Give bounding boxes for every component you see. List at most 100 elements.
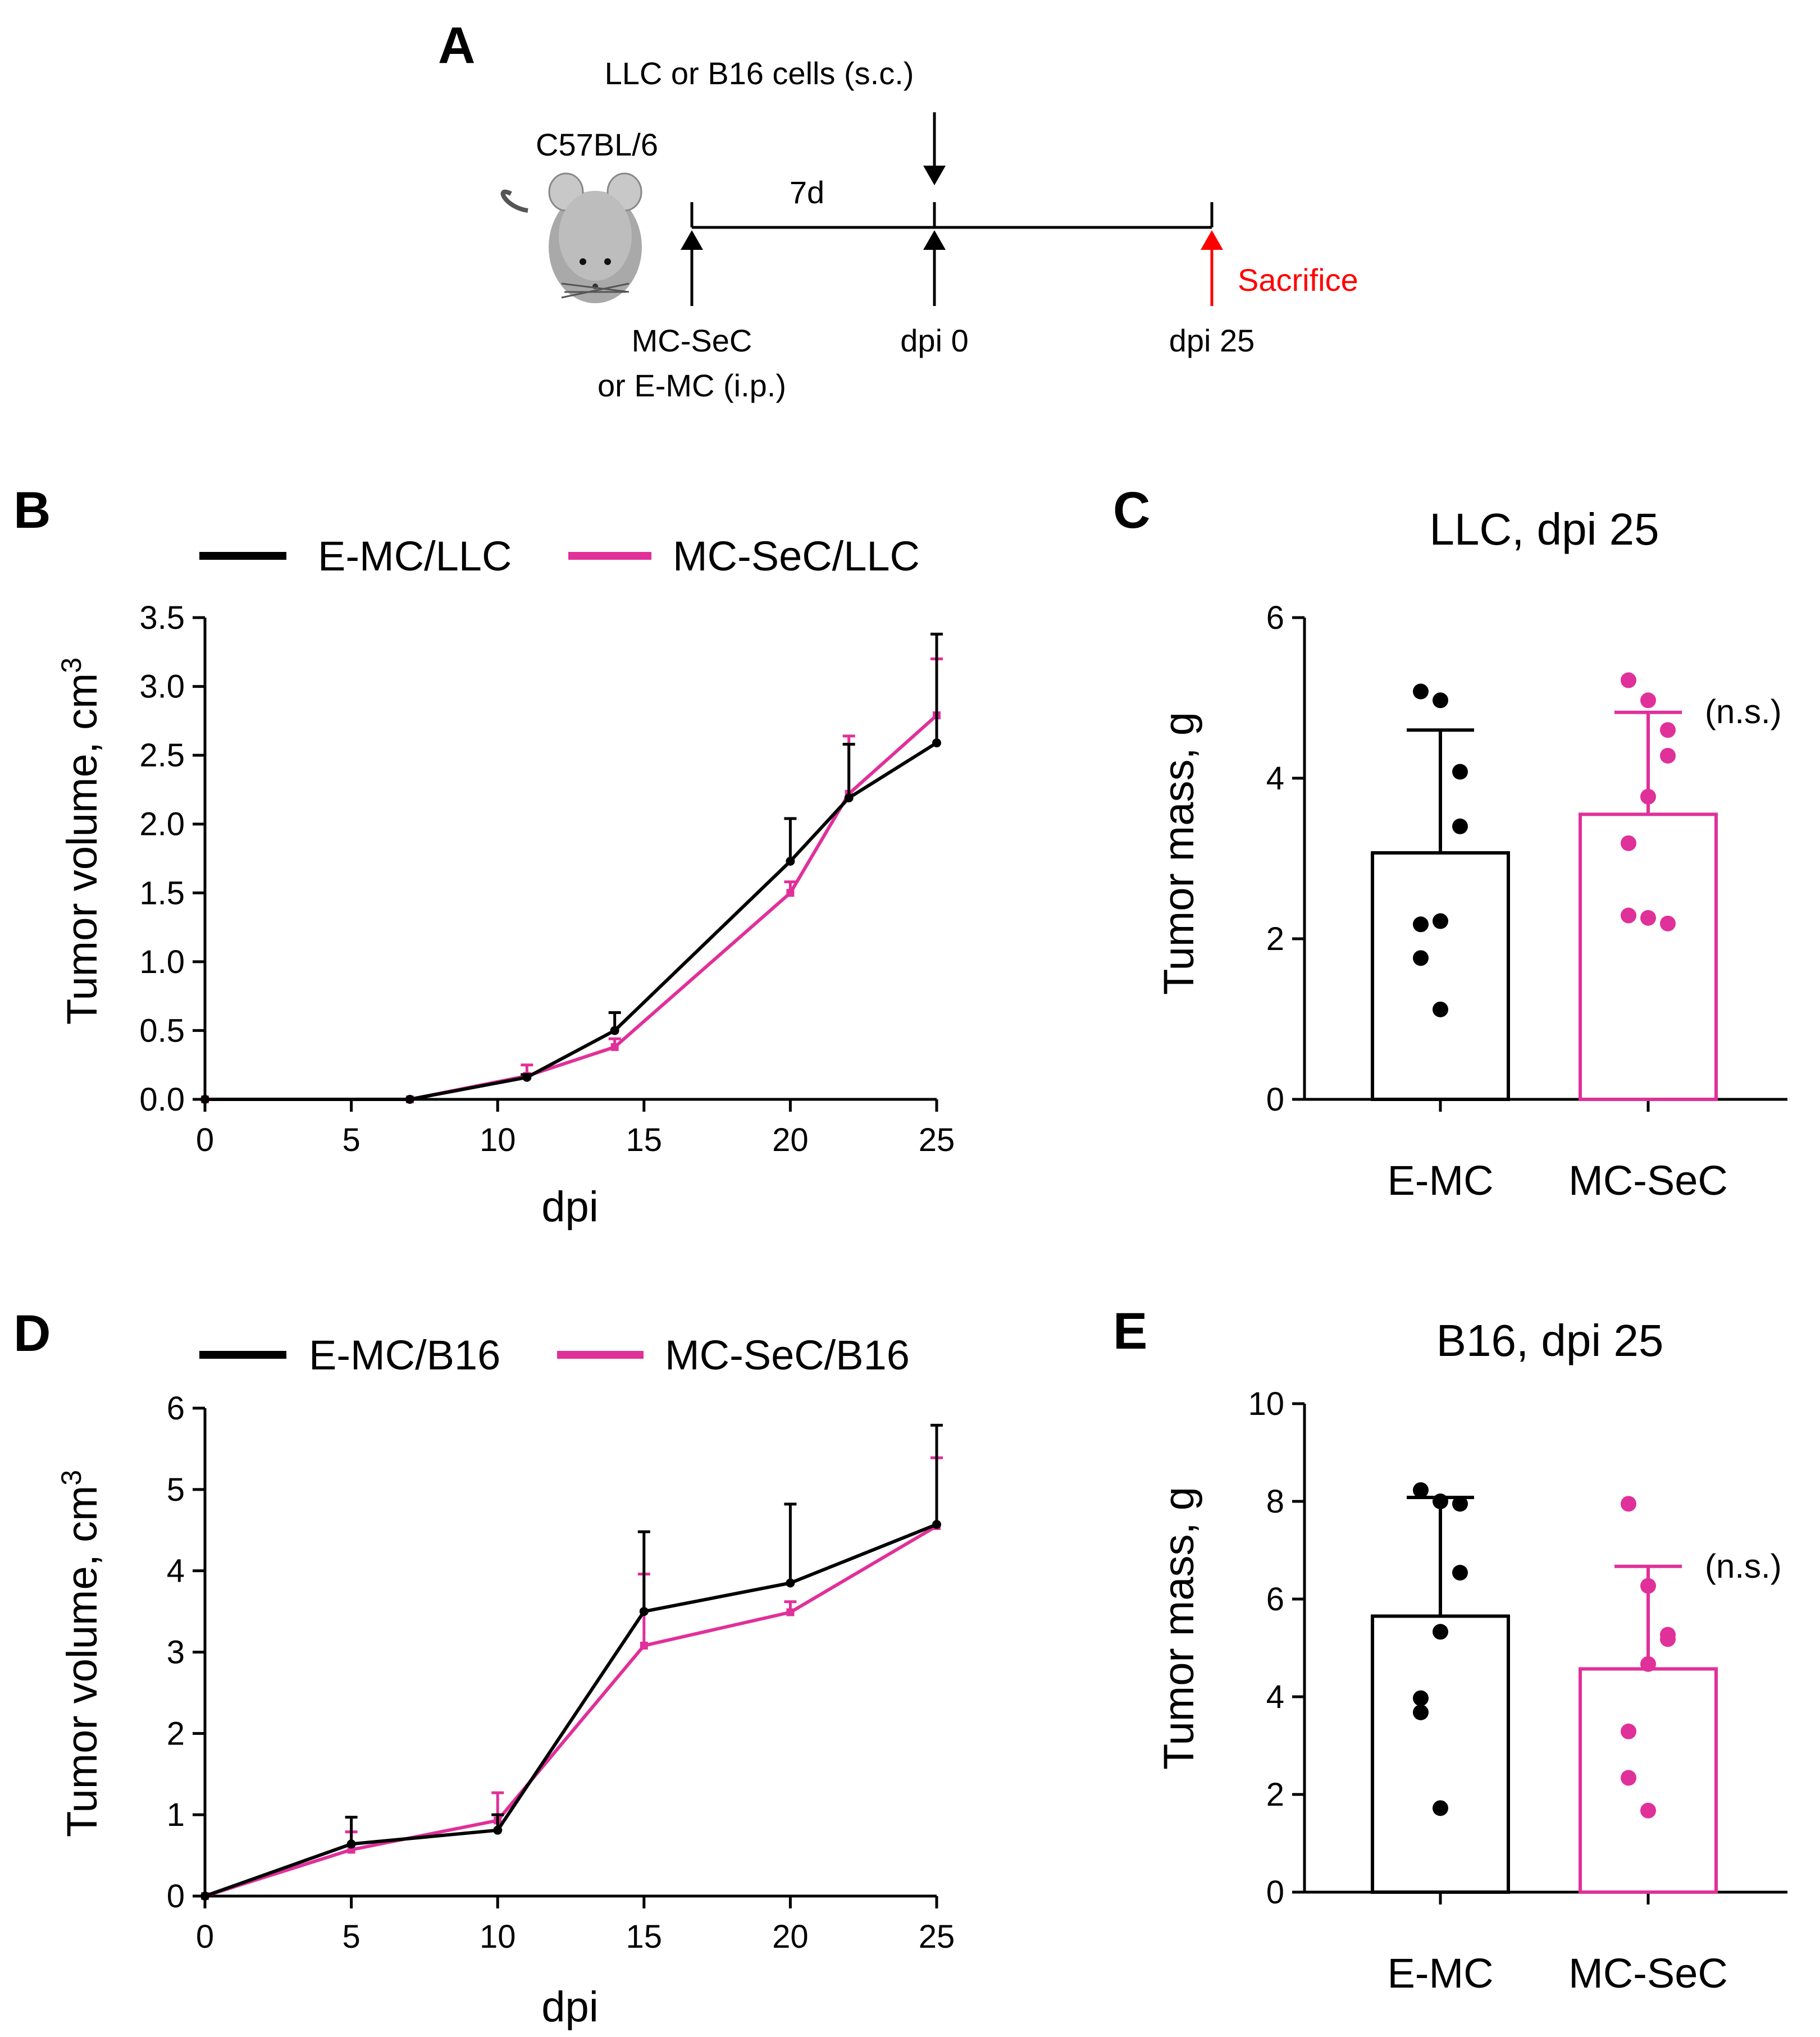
series-line — [204, 1523, 938, 1898]
data-point — [1640, 788, 1656, 805]
bar — [1579, 812, 1718, 1101]
series-0 — [200, 1423, 943, 1901]
data-point — [1621, 672, 1636, 688]
injection-label: LLC or B16 cells (s.c.) — [605, 56, 914, 91]
data-point — [786, 1608, 795, 1616]
y-tick-label: 0 — [1266, 1081, 1284, 1118]
y-tick-label: 3.5 — [139, 600, 185, 636]
y-tick-label: 4 — [167, 1553, 185, 1590]
mouse-icon — [500, 172, 642, 303]
data-point — [844, 793, 854, 803]
legend-label-series-0: E-MC/B16 — [309, 1332, 500, 1378]
y-tick-label: 2.0 — [139, 806, 185, 843]
y-tick-label: 4 — [1266, 760, 1284, 797]
y-tick-label: 0 — [1266, 1874, 1284, 1911]
y-tick-label: 4 — [1266, 1679, 1284, 1715]
legend-label-series-1: MC-SeC/B16 — [665, 1332, 910, 1378]
x-tick-label: 0 — [196, 1122, 214, 1158]
data-point — [932, 738, 941, 748]
y-axis-title: Tumor mass, g — [1155, 712, 1203, 995]
schema-panel: A LLC or B16 cells (s.c.) C57BL/6 7d — [438, 17, 1358, 403]
bar-chart-b16: E B16, dpi 25 0 2 4 6 8 10 E-MC MC-SeC Tumor ma… — [1113, 1303, 1787, 1997]
y-tick-label: 5 — [167, 1472, 185, 1508]
data-point — [1413, 950, 1429, 966]
y-tick-label: 0.0 — [139, 1081, 185, 1118]
chart-title: B16, dpi 25 — [1436, 1316, 1664, 1365]
panel-letter-c: C — [1113, 482, 1150, 539]
data-point — [1413, 1704, 1429, 1720]
bar — [1579, 1667, 1718, 1894]
bar-group-mc-sec — [1579, 672, 1718, 1101]
y-tick-label: 1.0 — [139, 944, 185, 980]
data-point — [1621, 1496, 1636, 1512]
data-point — [1640, 1802, 1656, 1819]
data-point — [1433, 692, 1448, 709]
data-point — [1433, 1624, 1448, 1640]
series-line — [205, 714, 938, 1101]
series-line — [204, 1524, 938, 1898]
data-point — [1660, 915, 1676, 931]
dpi0-arrow — [923, 230, 946, 306]
significance-label: (n.s.) — [1705, 1547, 1782, 1585]
series-0 — [200, 632, 943, 1104]
sacrifice-arrow — [1201, 230, 1223, 306]
data-point — [346, 1839, 356, 1849]
line-chart-llc: B E-MC/LLC MC-SeC/LLC 0.0 0.5 1.0 1.5 2.0 2.5… — [13, 482, 955, 1231]
data-point — [1640, 910, 1656, 926]
data-point — [200, 1892, 209, 1901]
data-point — [493, 1825, 503, 1835]
bar-group-mc-sec — [1579, 1496, 1718, 1894]
x-tick-label: 10 — [480, 1919, 516, 1955]
series-1 — [201, 1456, 943, 1900]
data-point — [1452, 1496, 1468, 1512]
y-tick-label: 2 — [167, 1715, 185, 1752]
data-point — [786, 856, 795, 866]
y-tick-label: 1 — [167, 1797, 185, 1833]
bar-group-e-mc — [1371, 1482, 1510, 1894]
y-tick-label: 2 — [1266, 921, 1284, 957]
x-tick-label: 5 — [342, 1919, 360, 1955]
data-point — [1660, 747, 1676, 764]
data-point — [786, 1578, 795, 1588]
significance-label: (n.s.) — [1705, 693, 1782, 730]
panel-letter-b: B — [13, 482, 51, 539]
panel-letter-a: A — [438, 17, 475, 74]
pretreat-label-line1: MC-SeC — [632, 323, 752, 358]
bar — [1371, 1614, 1510, 1894]
y-tick-label: 1.5 — [139, 875, 185, 911]
bar-group-e-mc — [1371, 683, 1510, 1101]
y-tick-label: 3.0 — [139, 669, 185, 705]
x-tick-label: 15 — [626, 1122, 663, 1158]
x-tick-label: E-MC — [1387, 1157, 1493, 1204]
y-tick-label: 8 — [1266, 1483, 1284, 1520]
x-tick-label: E-MC — [1387, 1950, 1493, 1997]
data-point — [1433, 913, 1448, 929]
legend-label-series-0: E-MC/LLC — [318, 533, 512, 579]
injection-arrow — [923, 112, 946, 185]
x-tick-label: 20 — [772, 1919, 809, 1955]
data-point — [1621, 1723, 1636, 1739]
data-point — [1413, 683, 1429, 700]
panel-letter-d: D — [13, 1305, 51, 1362]
data-point — [1413, 1482, 1429, 1498]
data-point — [1621, 835, 1636, 851]
x-tick-label: 25 — [919, 1919, 955, 1955]
x-axis-title: dpi — [541, 1183, 598, 1231]
y-tick-label: 6 — [1266, 600, 1284, 636]
legend-label-series-1: MC-SeC/LLC — [673, 533, 920, 579]
dpi0-label: dpi 0 — [900, 323, 968, 358]
data-point — [610, 1026, 619, 1035]
data-point — [405, 1095, 414, 1104]
sacrifice-label: Sacrifice — [1238, 262, 1358, 298]
y-tick-label: 2.5 — [139, 737, 185, 774]
data-point — [786, 889, 795, 897]
data-point — [610, 1043, 619, 1051]
data-point — [1621, 1770, 1636, 1786]
data-point — [1640, 1656, 1656, 1672]
y-tick-label: 2 — [1266, 1776, 1284, 1813]
y-tick-label: 6 — [1266, 1581, 1284, 1618]
pretreat-arrow — [681, 230, 703, 306]
data-point — [1452, 818, 1468, 834]
data-point — [1640, 692, 1656, 709]
